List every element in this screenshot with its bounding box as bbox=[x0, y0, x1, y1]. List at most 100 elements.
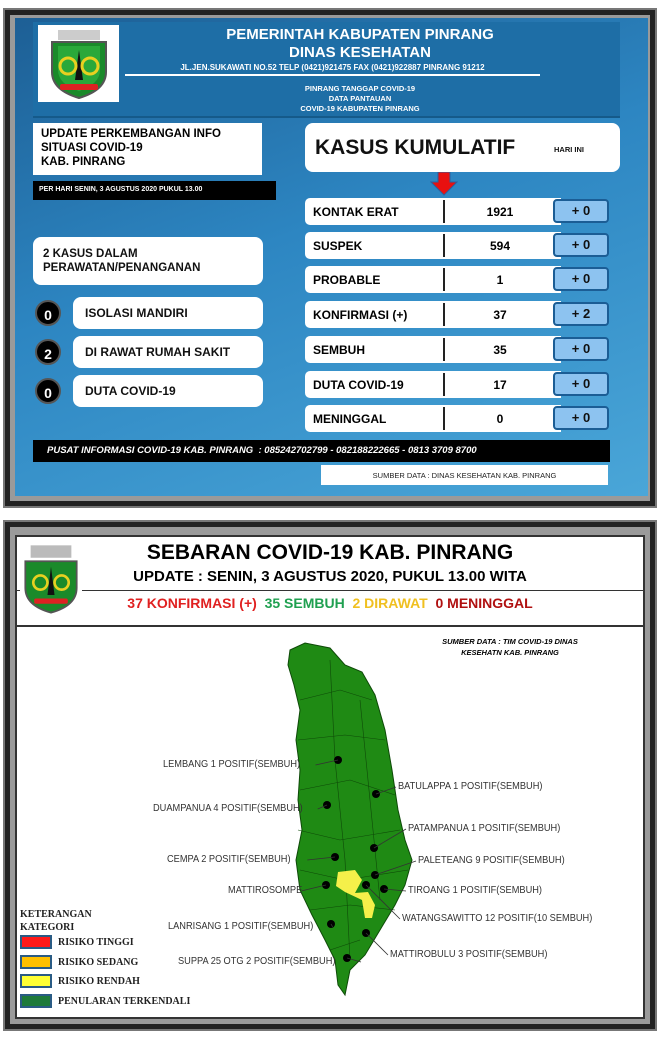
leader-line bbox=[315, 759, 339, 766]
legend-label: PENULARAN TERKENDALI bbox=[58, 995, 191, 1007]
map-source-line1: SUMBER DATA : TIM COVID-19 DINAS bbox=[442, 637, 578, 646]
legend-swatch bbox=[20, 935, 52, 949]
source-box: SUMBER DATA : DINAS KESEHATAN KAB. PINRA… bbox=[321, 465, 608, 485]
update-line2: SITUASI COVID-19 bbox=[41, 142, 143, 154]
leader-line bbox=[375, 786, 397, 795]
pinrang-logo-small bbox=[20, 540, 82, 618]
row-label: SUSPEK bbox=[313, 239, 363, 253]
row-probable: PROBABLE 1 bbox=[305, 266, 561, 293]
row-suspek: SUSPEK 594 bbox=[305, 232, 561, 259]
header-address: JL.JEN.SUKAWATI NO.52 TELP (0421)921475 … bbox=[125, 63, 540, 76]
map-label: LEMBANG 1 POSITIF(SEMBUH) bbox=[163, 758, 301, 770]
row-separator bbox=[443, 200, 445, 223]
map-title: SEBARAN COVID-19 KAB. PINRANG bbox=[146, 541, 514, 564]
row-value: 1 bbox=[496, 273, 504, 287]
row-separator bbox=[443, 268, 445, 291]
row-value: 1921 bbox=[486, 205, 514, 219]
row-value: 37 bbox=[493, 308, 507, 322]
row-value: 594 bbox=[489, 239, 511, 253]
update-box: UPDATE PERKEMBANGAN INFO SITUASI COVID-1… bbox=[33, 123, 262, 175]
legend-swatch bbox=[20, 993, 52, 1008]
map-label: BATULAPPA 1 POSITIF(SEMBUH) bbox=[398, 780, 543, 792]
leader-line bbox=[365, 932, 389, 956]
row-sembuh: SEMBUH 35 bbox=[305, 336, 561, 363]
map-label: TIROANG 1 POSITIF(SEMBUH) bbox=[408, 884, 542, 896]
care-box: 2 KASUS DALAM PERAWATAN/PENANGANAN bbox=[33, 237, 263, 285]
row-duta-covid-19: DUTA COVID-19 17 bbox=[305, 371, 561, 398]
leader-line bbox=[365, 884, 401, 920]
row-delta: + 0 bbox=[553, 199, 609, 223]
dirawat-label: DI RAWAT RUMAH SAKIT bbox=[73, 336, 263, 368]
info-bar: PUSAT INFORMASI COVID-19 KAB. PINRANG : … bbox=[33, 440, 610, 462]
stat-sembuh: 35 SEMBUH bbox=[264, 595, 345, 611]
legend-title2: KATEGORI bbox=[20, 922, 75, 933]
map-land bbox=[287, 642, 413, 997]
leader-line bbox=[346, 957, 362, 963]
legend-label: RISIKO SEDANG bbox=[58, 956, 139, 968]
today-label: HARI INI bbox=[554, 145, 584, 154]
row-delta: + 0 bbox=[553, 372, 609, 396]
row-separator bbox=[443, 373, 445, 396]
leader-line bbox=[373, 828, 407, 849]
row-value: 35 bbox=[493, 343, 507, 357]
row-separator bbox=[443, 407, 445, 430]
legend-label: RISIKO RENDAH bbox=[58, 976, 140, 987]
row-konfirmasi-: KONFIRMASI (+) 37 bbox=[305, 301, 561, 328]
leader-line bbox=[307, 856, 336, 861]
stat-konfirmasi: 37 KONFIRMASI (+) bbox=[127, 595, 257, 611]
dirawat-count: 2 bbox=[35, 339, 61, 365]
row-label: KONFIRMASI (+) bbox=[313, 308, 408, 322]
isolasi-label: ISOLASI MANDIRI bbox=[73, 297, 263, 329]
header-line2: DINAS KESEHATAN bbox=[289, 44, 431, 61]
row-meninggal: MENINGGAL 0 bbox=[305, 405, 561, 432]
row-delta: + 2 bbox=[553, 302, 609, 326]
leader-line bbox=[301, 884, 327, 892]
map-label: MATTIROBULU 3 POSITIF(SEMBUH) bbox=[390, 948, 548, 960]
header-sub2: DATA PANTAUAN bbox=[328, 94, 392, 103]
stats-line: 37 KONFIRMASI (+) 35 SEMBUH 2 DIRAWAT 0 … bbox=[90, 595, 570, 611]
care-line1: 2 KASUS DALAM bbox=[43, 248, 138, 260]
header-sub1: PINRANG TANGGAP COVID-19 bbox=[304, 84, 416, 93]
update-line3: KAB. PINRANG bbox=[41, 156, 126, 168]
header-line1: PEMERINTAH KABUPATEN PINRANG bbox=[226, 26, 494, 43]
row-label: SEMBUH bbox=[313, 343, 366, 357]
row-kontak-erat: KONTAK ERAT 1921 bbox=[305, 198, 561, 225]
row-label: DUTA COVID-19 bbox=[313, 378, 404, 392]
update-line1: UPDATE PERKEMBANGAN INFO bbox=[41, 128, 221, 140]
header-band bbox=[33, 22, 620, 118]
row-delta: + 0 bbox=[553, 267, 609, 291]
map-label: DUAMPANUA 4 POSITIF(SEMBUH) bbox=[153, 802, 303, 814]
map-update: UPDATE : SENIN, 3 AGUSTUS 2020, PUKUL 13… bbox=[133, 568, 527, 585]
care-line2: PERAWATAN/PENANGANAN bbox=[43, 262, 201, 274]
pinrang-logo bbox=[38, 25, 119, 102]
duta-label: DUTA COVID-19 bbox=[73, 375, 263, 407]
map-label: WATANGSAWITTO 12 POSITIF(10 SEMBUH) bbox=[402, 912, 593, 924]
leader-line bbox=[383, 888, 407, 892]
row-label: MENINGGAL bbox=[313, 412, 387, 426]
cumulative-box: KASUS KUMULATIF HARI INI bbox=[305, 123, 620, 172]
map-source: SUMBER DATA : TIM COVID-19 DINAS KESEHAT… bbox=[410, 636, 610, 658]
legend-swatch bbox=[20, 974, 52, 988]
leader-line bbox=[317, 804, 328, 810]
legend-swatch bbox=[20, 954, 52, 969]
map-label: PATAMPANUA 1 POSITIF(SEMBUH) bbox=[408, 822, 561, 834]
legend-label: RISIKO TINGGI bbox=[58, 937, 134, 948]
row-label: KONTAK ERAT bbox=[313, 205, 399, 219]
map-label: PALETEANG 9 POSITIF(SEMBUH) bbox=[418, 854, 565, 866]
map-label: MATTIROSOMPE bbox=[228, 884, 303, 896]
row-delta: + 0 bbox=[553, 406, 609, 430]
row-label: PROBABLE bbox=[313, 273, 381, 287]
stat-meninggal: 0 MENINGGAL bbox=[435, 595, 533, 611]
row-separator bbox=[443, 234, 445, 257]
cumulative-title: KASUS KUMULATIF bbox=[315, 136, 516, 159]
duta-count: 0 bbox=[35, 378, 61, 404]
header-sub3: COVID-19 KABUPATEN PINRANG bbox=[300, 104, 420, 113]
map-district-borders bbox=[297, 659, 409, 961]
row-value: 17 bbox=[493, 378, 507, 392]
row-value: 0 bbox=[496, 412, 504, 426]
map-source-line2: KESEHATN KAB. PINRANG bbox=[461, 648, 559, 657]
map-label: SUPPA 25 OTG 2 POSITIF(SEMBUH) bbox=[178, 955, 336, 967]
isolasi-count: 0 bbox=[35, 300, 61, 326]
map-highlight-watangsawitto bbox=[336, 870, 375, 918]
